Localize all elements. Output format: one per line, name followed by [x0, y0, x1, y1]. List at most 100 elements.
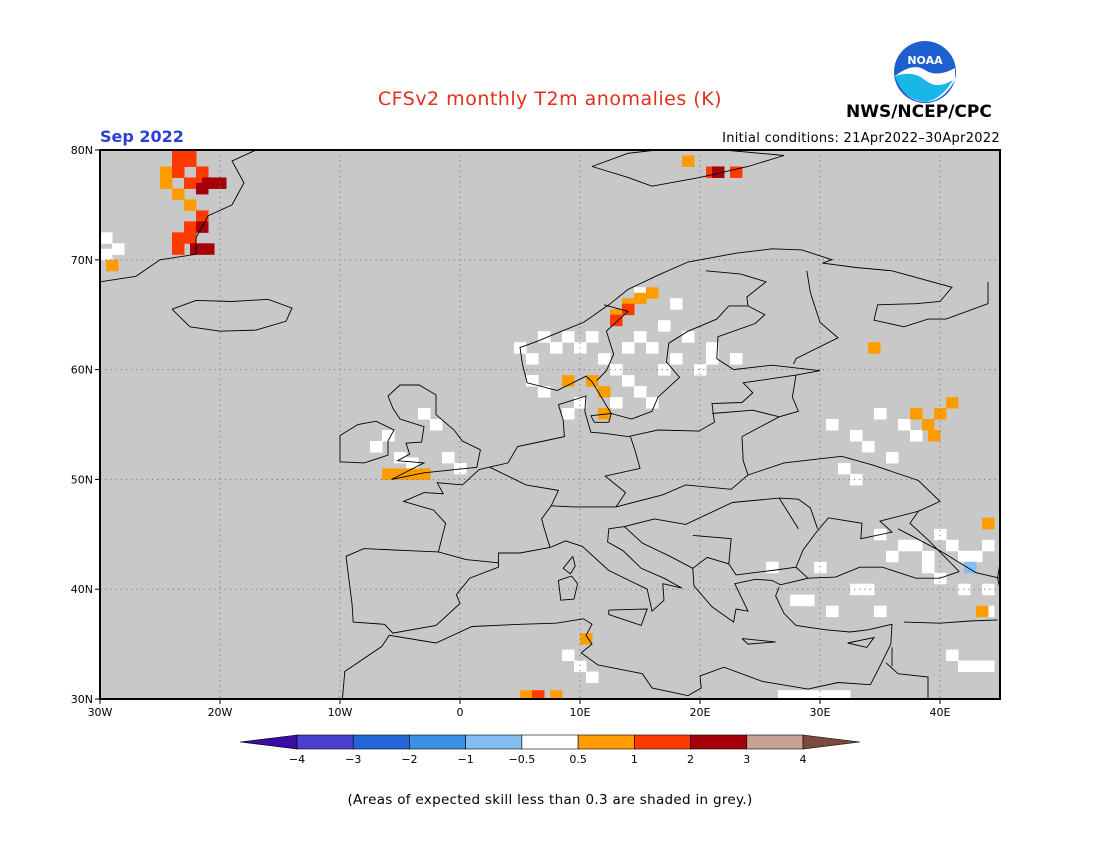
- lat-tick-label: 40N: [71, 583, 93, 596]
- anomaly-cell-white: [598, 353, 611, 365]
- coastline: [747, 455, 941, 512]
- anomaly-cell-orange: [160, 166, 173, 178]
- anomaly-cell-red: [172, 155, 185, 167]
- anomaly-cell-white: [586, 671, 599, 684]
- anomaly-cell-red: [172, 150, 185, 156]
- anomaly-cell-orange: [646, 287, 659, 299]
- legend-swatch: [409, 734, 466, 750]
- anomaly-cell-orange: [382, 468, 395, 480]
- coastline: [741, 638, 776, 645]
- anomaly-cell-white: [898, 539, 911, 552]
- legend-tick-label: 3: [743, 753, 750, 766]
- coastline: [807, 566, 960, 579]
- lat-tick-label: 50N: [71, 473, 93, 486]
- anomaly-cell-white: [838, 462, 851, 475]
- anomaly-cell-orange: [106, 259, 119, 272]
- anomaly-cell-white: [418, 408, 431, 420]
- anomaly-cell-white: [886, 550, 899, 563]
- anomaly-cell-white: [850, 429, 863, 442]
- anomaly-cell-orange: [922, 419, 935, 431]
- anomaly-cell-white: [910, 539, 923, 552]
- anomaly-cell-white: [922, 550, 935, 563]
- anomaly-cell-red: [730, 166, 743, 178]
- axis-ticks: 30W 20W 10W 0 10E 20E 30E 40E 30N 40N 50N 60N 70N 80N: [71, 144, 951, 719]
- coastline: [728, 563, 797, 576]
- coastline: [551, 436, 749, 508]
- anomaly-cell-white: [634, 331, 647, 343]
- anomaly-cell-red: [610, 314, 623, 327]
- anomaly-cell-orange: [418, 468, 431, 480]
- lat-tick-label: 60N: [71, 364, 93, 377]
- legend-swatch: [577, 734, 635, 750]
- anomaly-cell-orange: [946, 397, 959, 409]
- anomaly-cell-white: [526, 353, 539, 365]
- anomaly-cell-white: [526, 375, 539, 387]
- anomaly-cell-orange: [394, 468, 407, 480]
- anomaly-cell-white: [790, 594, 803, 607]
- anomaly-cell-orange: [586, 375, 599, 387]
- anomaly-cell-orange: [976, 605, 989, 618]
- anomaly-cell-white: [538, 386, 551, 398]
- coastline: [705, 270, 767, 306]
- anomaly-cell-red: [184, 232, 197, 244]
- anomaly-cell-white: [706, 342, 719, 354]
- anomaly-cell-white: [562, 649, 575, 662]
- anomaly-cell-red: [172, 232, 185, 244]
- map-frame: [99, 149, 1001, 700]
- legend-tick-label: −2: [401, 753, 417, 766]
- coastline: [345, 370, 821, 557]
- anomaly-cell-white: [958, 550, 971, 563]
- anomaly-cell-dark-red: [196, 182, 209, 195]
- legend-swatch: [296, 734, 354, 750]
- coastline: [611, 305, 821, 420]
- legend-tick-label: −0.5: [509, 753, 536, 766]
- coastline: [438, 551, 499, 564]
- anomaly-cell-white: [814, 561, 827, 574]
- anomaly-cell-orange: [868, 342, 881, 354]
- anomaly-cell-white: [982, 660, 995, 673]
- anomaly-cell-white: [946, 539, 959, 552]
- chart-title: CFSv2 monthly T2m anomalies (K): [377, 88, 723, 110]
- map-background: [100, 150, 1000, 699]
- anomaly-cell-white: [802, 594, 815, 607]
- lon-tick-label: 20E: [690, 706, 711, 719]
- coastline: [171, 298, 293, 332]
- anomaly-cell-white: [862, 583, 875, 596]
- legend-swatch: [634, 734, 691, 750]
- anomaly-cell-orange: [160, 177, 173, 189]
- anomaly-cell-white: [790, 690, 803, 699]
- anomaly-cell-white: [706, 353, 719, 365]
- coastline: [590, 412, 612, 423]
- anomaly-cell-white: [982, 539, 995, 552]
- anomaly-cell-white: [100, 232, 113, 244]
- anomaly-cell-orange: [550, 690, 563, 699]
- anomaly-cell-white: [562, 331, 575, 343]
- anomaly-cell-white: [910, 429, 923, 442]
- anomaly-cell-white: [970, 550, 983, 563]
- anomaly-cell-white: [658, 320, 671, 332]
- coastline: [596, 304, 629, 381]
- anomaly-cell-orange: [928, 429, 941, 442]
- coastline: [562, 556, 576, 575]
- anomaly-cell-white: [634, 386, 647, 398]
- anomaly-cell-red: [172, 166, 185, 178]
- legend-arrow-low: [239, 734, 298, 750]
- coastline: [100, 150, 258, 283]
- anomaly-cell-dark-red: [712, 166, 725, 178]
- legend-swatch: [352, 734, 410, 750]
- coastline: [793, 270, 839, 365]
- anomaly-cell-white: [394, 451, 407, 464]
- lon-tick-label: 30W: [88, 706, 113, 719]
- anomaly-cell-white: [538, 331, 551, 343]
- coastline: [885, 662, 929, 699]
- anomaly-cell-white: [622, 342, 635, 354]
- anomaly-cell-white: [874, 408, 887, 420]
- anomaly-cell-white: [958, 660, 971, 673]
- anomaly-cell-white: [694, 364, 707, 376]
- anomaly-cell-white: [934, 528, 947, 541]
- anomaly-cell-white: [442, 451, 455, 464]
- anomaly-cell-white: [100, 248, 113, 261]
- lon-tick-label: 30E: [810, 706, 831, 719]
- coastline: [387, 384, 481, 480]
